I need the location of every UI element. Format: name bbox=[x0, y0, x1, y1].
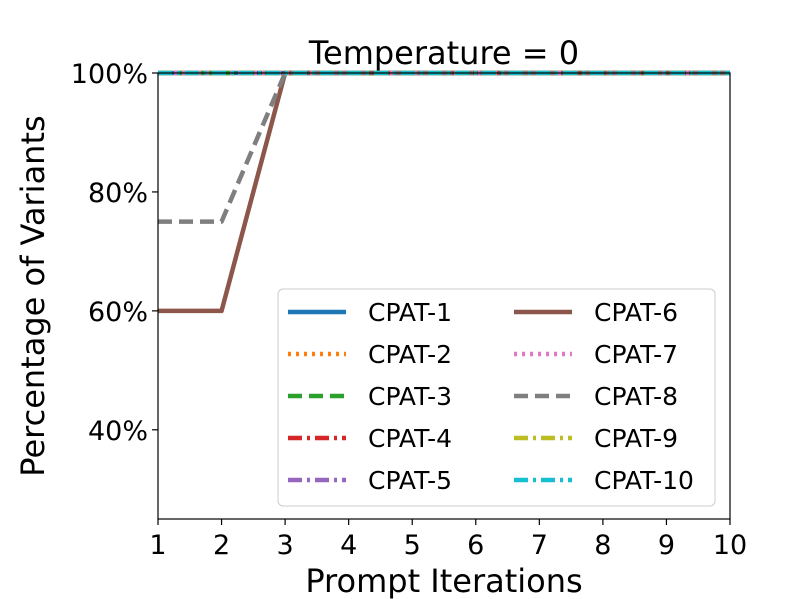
y-tick-label: 60% bbox=[88, 297, 148, 328]
y-axis-ticks: 40% 60% 80% 100% bbox=[71, 59, 158, 447]
x-tick-label: 10 bbox=[713, 530, 747, 561]
y-tick-label: 80% bbox=[88, 178, 148, 209]
x-tick-label: 4 bbox=[340, 530, 357, 561]
chart-title: Temperature = 0 bbox=[308, 34, 579, 72]
series-lines bbox=[158, 70, 730, 314]
legend-label: CPAT-6 bbox=[594, 298, 678, 327]
x-tick-label: 2 bbox=[213, 530, 230, 561]
x-tick-label: 7 bbox=[531, 530, 548, 561]
legend-label: CPAT-5 bbox=[368, 466, 452, 495]
legend-label: CPAT-9 bbox=[594, 424, 678, 453]
legend-label: CPAT-7 bbox=[594, 340, 678, 369]
x-tick-label: 9 bbox=[658, 530, 675, 561]
legend-label: CPAT-1 bbox=[368, 298, 452, 327]
y-tick-label: 100% bbox=[71, 59, 148, 90]
x-tick-label: 3 bbox=[277, 530, 294, 561]
x-tick-label: 5 bbox=[404, 530, 421, 561]
plot-frame bbox=[157, 72, 731, 520]
x-tick-label: 8 bbox=[594, 530, 611, 561]
y-tick-label: 40% bbox=[88, 416, 148, 447]
x-axis-ticks: 1 2 3 4 5 6 7 8 9 10 bbox=[149, 519, 747, 561]
legend-label: CPAT-3 bbox=[368, 382, 452, 411]
x-axis-label: Prompt Iterations bbox=[305, 562, 582, 599]
y-axis-label: Percentage of Variants bbox=[14, 115, 52, 476]
x-tick-label: 6 bbox=[467, 530, 484, 561]
legend-label: CPAT-4 bbox=[368, 424, 452, 453]
series-line-8 bbox=[158, 70, 730, 224]
legend-label: CPAT-2 bbox=[368, 340, 452, 369]
legend-label: CPAT-10 bbox=[594, 466, 694, 495]
x-tick-label: 1 bbox=[149, 530, 166, 561]
legend-label: CPAT-8 bbox=[594, 382, 678, 411]
legend: CPAT-1 CPAT-2 CPAT-3 CPAT-4 CPAT-5 CPAT-6 CPAT… bbox=[277, 288, 716, 507]
legend-box bbox=[277, 288, 716, 507]
series-line-6 bbox=[158, 70, 730, 314]
